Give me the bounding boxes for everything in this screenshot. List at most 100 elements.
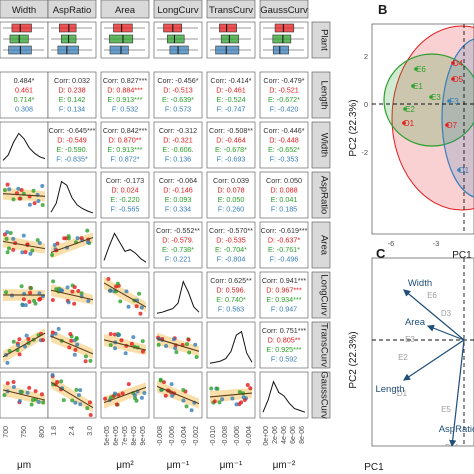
pca-point-label: D1 [459, 166, 470, 175]
scatter-point [23, 250, 28, 255]
bottom-tick-label: -0.004 [246, 426, 253, 446]
scatter-point [50, 330, 55, 335]
scatter-point [50, 297, 55, 302]
ellipse-group-d [391, 25, 474, 211]
panel-b-xtick: -6 [388, 239, 395, 248]
pca-point [447, 99, 451, 103]
corr-text: E: -0.590. [56, 145, 87, 154]
scatter-point [187, 350, 192, 355]
unit-label: μm [17, 460, 31, 471]
scatter-point [189, 408, 194, 413]
scatter-point [79, 236, 84, 241]
corr-text: Corr: -0.456* [157, 76, 198, 85]
pca-point-label: E6 [416, 65, 426, 74]
scatter-point [119, 338, 124, 343]
row-strip-label: Length [318, 80, 329, 109]
regression-line [209, 392, 253, 398]
matrix-cell [100, 221, 150, 269]
row-strip-label: Plant [318, 29, 329, 51]
scatter-point [11, 197, 16, 202]
pca-point-label: D7 [447, 121, 458, 130]
scatter-point [215, 386, 220, 391]
matrix-cell [153, 221, 203, 269]
corr-text: E: -0.639* [162, 95, 194, 104]
corr-text: 0.714* [14, 95, 35, 104]
scatter-point [11, 385, 16, 390]
matrix-cell [206, 121, 256, 169]
scatter-point [2, 393, 7, 398]
scatter-point [230, 396, 235, 401]
scatter-point [5, 381, 10, 386]
row-strip-width [311, 121, 331, 169]
scatter-point [106, 277, 111, 282]
corr-text: D: -0.535 [216, 236, 246, 245]
loading-label: Length [375, 384, 404, 395]
corr-text: Corr: -0.645*** [49, 126, 96, 135]
corr-text: F: 0.947 [271, 305, 297, 314]
scatter-point [139, 305, 144, 310]
scatter-point [108, 343, 113, 348]
corr-text: F: -0.693 [217, 155, 246, 164]
scatter-point [74, 335, 79, 340]
scatter-point [108, 332, 113, 337]
regression-line [50, 236, 94, 254]
corr-text: D: -0.513 [163, 86, 193, 95]
corr-text: F: 0.592 [271, 355, 297, 364]
row-strip-transcurv [311, 321, 331, 369]
scatter-point [140, 349, 145, 354]
scatter-point [112, 332, 117, 337]
corr-text: Corr: -0.479* [263, 76, 304, 85]
bottom-tick-label: 6e-06 [290, 426, 297, 444]
pca-point-label: D1 [397, 389, 408, 398]
corr-text: D: -0.464 [216, 136, 246, 145]
corr-text: F: -0.496 [270, 255, 299, 264]
panel-b-xtick: -3 [433, 239, 440, 248]
scatter-point [58, 288, 63, 293]
scatter-point [35, 238, 40, 243]
pca-point-label: E6 [427, 291, 437, 300]
scatter-point [75, 236, 80, 241]
box-body [109, 45, 129, 55]
scatter-point [76, 288, 81, 293]
scatter-point [169, 382, 174, 387]
scatter-point [23, 344, 28, 349]
corr-text: Corr: 0.827*** [103, 76, 148, 85]
scatter-point [4, 236, 9, 241]
corr-text: Corr: -0.619*** [261, 226, 308, 235]
unit-label: μm² [116, 460, 134, 471]
pca-point [402, 121, 406, 125]
matrix-cell [206, 171, 256, 219]
box-body [109, 34, 134, 44]
corr-text: F: -0.420 [270, 105, 299, 114]
scatter-point [66, 236, 71, 241]
ellipse-group-f [441, 38, 474, 198]
scatter-point [72, 285, 77, 290]
scatter-point [37, 240, 42, 245]
scatter-point [85, 228, 90, 233]
loading-arrow [403, 289, 465, 341]
box-body [215, 45, 240, 55]
scatter-point [248, 386, 253, 391]
scatter-point [25, 390, 30, 395]
matrix-cell [153, 71, 203, 119]
panel-b-ylabel: PC2 (22.3%) [348, 99, 359, 156]
scatter-point [39, 392, 44, 397]
scatter-point [41, 338, 46, 343]
density-curve [50, 180, 94, 214]
pca-point-label: D5 [453, 75, 464, 84]
scatter-point [70, 398, 75, 403]
corr-text: D: -0.549 [57, 136, 87, 145]
corr-text: Corr: -0.312 [159, 126, 197, 135]
scatter-point [7, 246, 12, 251]
pca-point-label: D4 [453, 59, 464, 68]
scatter-point [120, 391, 125, 396]
scatter-point [33, 389, 38, 394]
scatter-point [27, 299, 32, 304]
matrix-cell [100, 121, 150, 169]
corr-text: E: -0.220 [110, 195, 139, 204]
panel-b-ytick: 0 [364, 100, 368, 109]
scatter-point [16, 186, 21, 191]
scatter-point [140, 339, 145, 344]
bottom-tick-label: 6e+05 [113, 426, 120, 446]
scatter-point [234, 402, 239, 407]
